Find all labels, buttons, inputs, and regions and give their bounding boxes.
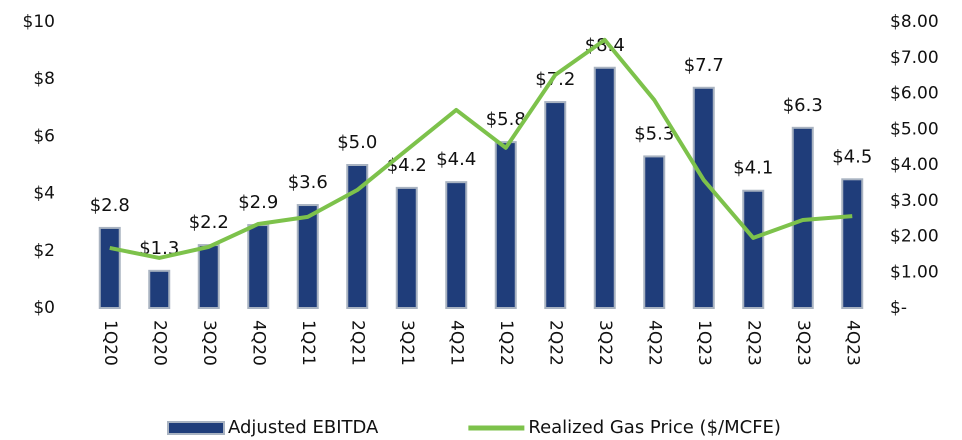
line xyxy=(109,37,853,260)
data-label: $2.2 xyxy=(189,212,229,233)
data-label: $5.0 xyxy=(337,132,377,153)
x-tick-label: 4Q22 xyxy=(644,320,664,366)
bar xyxy=(98,226,121,309)
x-tick-label: 4Q21 xyxy=(446,320,466,366)
bar xyxy=(742,189,765,310)
bar xyxy=(494,141,517,309)
x-tick-label: 2Q21 xyxy=(347,320,367,366)
x-tick-label: 1Q22 xyxy=(496,320,516,366)
bar xyxy=(197,244,220,309)
data-label: $7.7 xyxy=(684,55,724,76)
x-tick-label: 4Q20 xyxy=(248,320,268,366)
y-tick-label: $0 xyxy=(33,298,55,318)
x-tick-label: 2Q23 xyxy=(743,320,763,366)
y2-tick-label: $1.00 xyxy=(890,262,939,282)
y2-tick-label: $4.00 xyxy=(890,155,939,175)
data-label: $4.5 xyxy=(832,146,872,167)
legend-swatch xyxy=(167,421,225,435)
y2-tick-label: $5.00 xyxy=(890,119,939,139)
x-tick-label: 4Q23 xyxy=(842,320,862,366)
y-tick-label: $4 xyxy=(33,184,55,204)
x-tick-label: 1Q23 xyxy=(694,320,714,366)
x-tick-label: 2Q22 xyxy=(545,320,565,366)
bar xyxy=(841,178,864,309)
data-label: $2.8 xyxy=(90,195,130,216)
data-label: $5.3 xyxy=(634,123,674,144)
bar xyxy=(395,186,418,310)
legend-label: Realized Gas Price ($/MCFE) xyxy=(528,417,781,438)
y-tick-label: $2 xyxy=(33,241,55,261)
y-tick-label: $10 xyxy=(23,12,55,32)
data-label: $2.9 xyxy=(238,192,278,213)
data-label: $4.2 xyxy=(387,155,427,176)
y2-tick-label: $2.00 xyxy=(890,227,939,247)
bar xyxy=(346,164,369,309)
bar xyxy=(692,86,715,309)
y2-tick-label: $7.00 xyxy=(890,48,939,68)
y-tick-label: $8 xyxy=(33,69,55,89)
data-label: $5.8 xyxy=(486,109,526,130)
y2-tick-label: $3.00 xyxy=(890,191,939,211)
legend-label: Adjusted EBITDA xyxy=(228,417,379,438)
bar xyxy=(544,101,567,309)
data-label: $3.6 xyxy=(288,172,328,193)
data-label: $7.2 xyxy=(535,69,575,90)
bar xyxy=(247,224,270,309)
data-label: $4.4 xyxy=(436,149,476,170)
x-tick-label: 1Q21 xyxy=(298,320,318,366)
x-tick-label: 3Q21 xyxy=(397,320,417,366)
y-tick-label: $6 xyxy=(33,126,55,146)
x-tick-label: 3Q22 xyxy=(595,320,615,366)
y2-tick-label: $6.00 xyxy=(890,84,939,104)
data-label: $1.3 xyxy=(139,238,179,259)
data-label: $6.3 xyxy=(783,95,823,116)
bar xyxy=(643,155,666,309)
x-tick-label: 2Q20 xyxy=(149,320,169,366)
bar xyxy=(593,66,616,310)
data-label: $4.1 xyxy=(733,158,773,179)
x-tick-label: 1Q20 xyxy=(100,320,120,366)
x-tick-label: 3Q20 xyxy=(199,320,219,366)
y2-tick-label: $- xyxy=(890,298,907,318)
bar xyxy=(148,269,171,310)
bar xyxy=(296,204,319,309)
bar xyxy=(445,181,468,309)
y2-tick-label: $8.00 xyxy=(890,12,939,32)
x-tick-label: 3Q23 xyxy=(793,320,813,366)
